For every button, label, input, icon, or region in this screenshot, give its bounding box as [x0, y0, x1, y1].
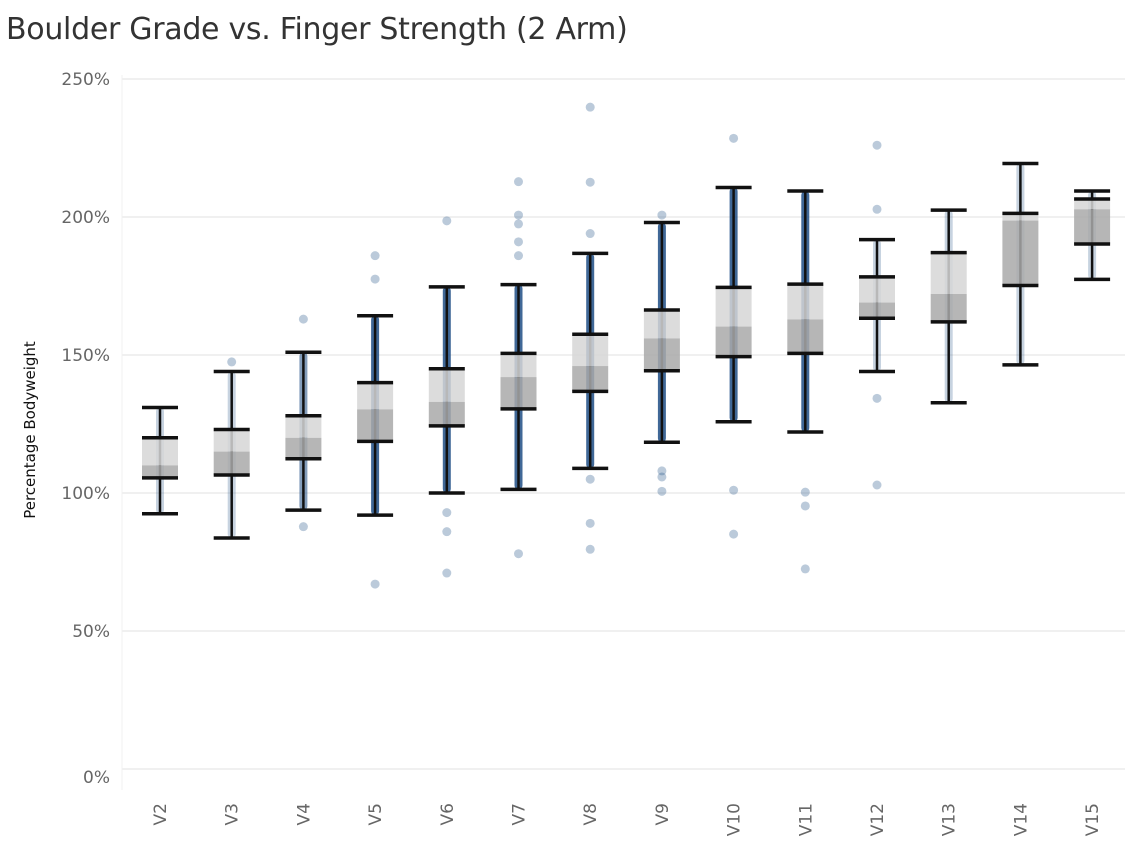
outlier-point: [729, 133, 739, 143]
y-tick-label: 250%: [61, 70, 110, 90]
outlier-point: [298, 522, 308, 532]
outlier-point: [370, 251, 380, 261]
x-tick-label: V3: [223, 803, 243, 825]
outlier-point: [585, 229, 595, 239]
x-tick-label: V10: [725, 803, 745, 836]
outlier-point: [442, 508, 452, 518]
box-upper: [643, 310, 680, 339]
outlier-point: [442, 568, 452, 578]
outlier-point: [800, 501, 810, 511]
box-upper: [572, 334, 609, 367]
box-upper: [1002, 213, 1039, 221]
outlier-point: [514, 177, 523, 187]
outlier-point: [585, 474, 595, 484]
outlier-point: [227, 357, 237, 367]
outlier-point: [729, 485, 739, 495]
y-tick-label: 200%: [61, 208, 110, 228]
box-upper: [715, 287, 752, 327]
box-lower: [572, 366, 609, 392]
outlier-point: [370, 579, 380, 589]
outlier-point: [298, 314, 308, 324]
outlier-point: [514, 549, 523, 559]
x-tick-label: V6: [438, 803, 458, 825]
outlier-point: [514, 219, 523, 229]
box-upper: [787, 284, 824, 320]
outlier-point: [514, 210, 523, 220]
y-tick-label: 100%: [61, 484, 110, 504]
outlier-point: [657, 472, 667, 482]
box-lower: [285, 437, 322, 459]
outlier-point: [585, 102, 595, 112]
x-tick-label: V7: [510, 803, 530, 825]
outlier-point: [872, 140, 882, 150]
x-tick-label: V12: [868, 803, 888, 836]
outlier-point: [442, 527, 452, 537]
outlier-point: [657, 466, 667, 476]
x-tick-label: V5: [366, 803, 386, 825]
box-lower: [428, 401, 465, 426]
x-tick-label: V11: [796, 803, 816, 836]
box-upper: [357, 382, 394, 410]
box-lower: [643, 338, 680, 371]
box-lower: [715, 326, 752, 357]
x-tick-label: V15: [1083, 803, 1103, 836]
y-tick-label: 0%: [83, 768, 110, 788]
outlier-point: [585, 177, 595, 187]
x-tick-label: V14: [1011, 803, 1031, 836]
x-tick-label: V9: [653, 803, 673, 825]
box-lower: [213, 451, 250, 476]
outlier-point: [729, 529, 739, 539]
x-tick-label: V2: [151, 803, 171, 825]
box-upper: [213, 429, 250, 452]
y-tick-label: 150%: [61, 346, 110, 366]
x-tick-label: V4: [294, 803, 314, 825]
outlier-point: [657, 210, 667, 220]
outlier-point: [872, 393, 882, 403]
outlier-point: [370, 274, 380, 284]
box-upper: [142, 437, 178, 466]
box-upper: [500, 353, 537, 378]
x-tick-label: V13: [940, 803, 960, 836]
box-lower: [1002, 220, 1039, 286]
outlier-point: [872, 204, 882, 214]
box-upper: [285, 415, 322, 438]
chart-title: Boulder Grade vs. Finger Strength (2 Arm…: [6, 12, 628, 47]
box-upper: [428, 368, 465, 402]
box-lower: [859, 302, 895, 319]
box-upper: [930, 252, 967, 295]
box-upper: [859, 276, 895, 303]
y-tick-label: 50%: [72, 622, 110, 642]
box-upper: [1074, 199, 1111, 210]
outlier-point: [657, 486, 667, 496]
outlier-point: [585, 544, 595, 554]
outlier-point: [872, 480, 882, 490]
box-lower: [1074, 209, 1111, 245]
x-tick-label: V8: [581, 803, 601, 825]
box-lower: [142, 465, 178, 478]
outlier-point: [514, 237, 523, 247]
outlier-point: [800, 564, 810, 574]
box-lower: [787, 319, 824, 354]
outlier-point: [442, 216, 452, 226]
box-lower: [500, 377, 537, 409]
box-lower: [357, 409, 394, 442]
box-lower: [930, 294, 967, 322]
outlier-point: [514, 251, 523, 261]
outlier-point: [800, 487, 810, 497]
outlier-point: [585, 518, 595, 528]
